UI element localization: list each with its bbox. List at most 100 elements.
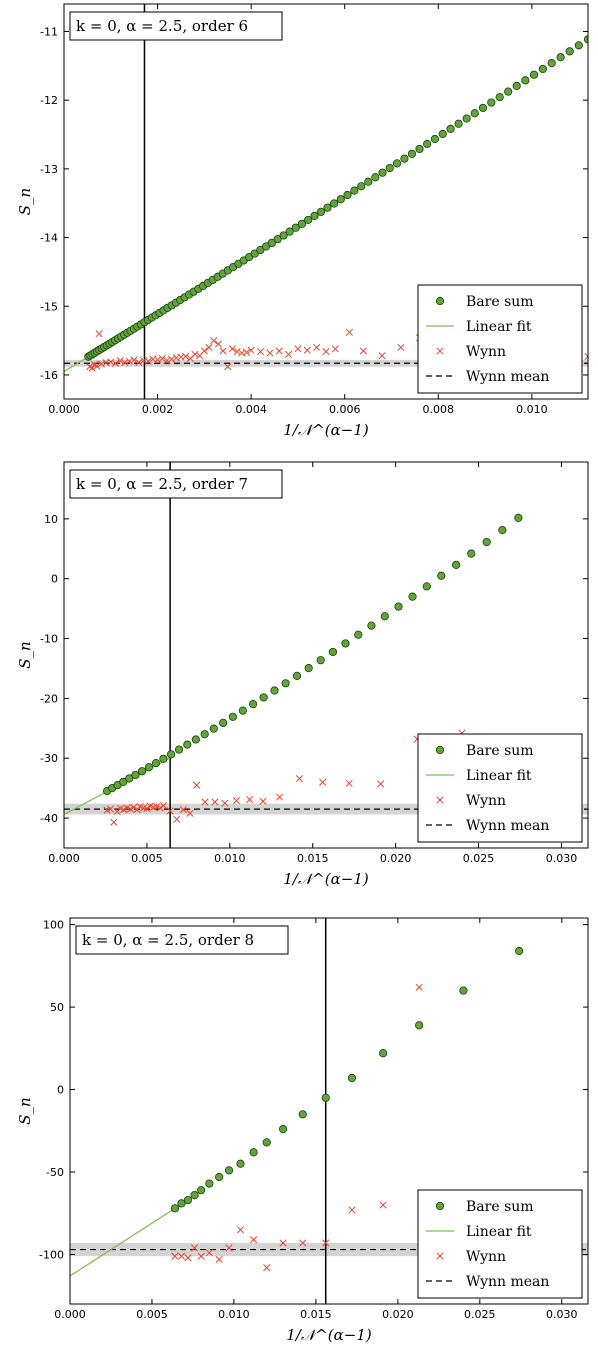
wynn-point [345,328,353,336]
wynn-point [88,364,96,372]
bare-sum-point [521,76,530,85]
wynn-point [331,345,339,353]
bare-sum-point [190,1191,199,1200]
chart-6: 0.000 0.002 0.004 0.006 0.008 0.010 -16 -15 -14 -… [16,3,589,439]
wynn-point [93,362,101,370]
bare-sum-point [515,946,524,956]
wynn-point [107,358,115,366]
wynn-point [205,343,213,352]
bare-sum-point [504,87,513,96]
bare-sum-point [170,1204,180,1213]
bare-sum-point [512,81,521,91]
bare-sum-point [316,656,325,665]
wynn-point [377,780,385,788]
bare-sum-point [166,750,176,759]
x-tick-label: 0.010 [516,403,548,416]
wynn-point [233,348,241,356]
y-tick-label: -15 [40,300,58,313]
bare-sum-point [279,231,288,240]
legend-entry: Bare sum [466,743,534,759]
chart-title-box: k = 0, α = 2.5, order 8 [75,925,289,955]
bare-sum-point [380,612,389,621]
bare-sum-point [438,129,447,139]
wynn-point [275,347,283,355]
y-tick-label: -30 [40,752,58,765]
wynn-point [322,348,330,356]
bare-sum-point [371,173,380,182]
wynn-point [263,1264,271,1272]
bare-sum-point [321,1093,330,1102]
bare-sum-point [200,730,209,739]
bare-sum-point [292,671,302,680]
bare-sum-point [446,124,455,134]
bare-sum-point [177,1199,186,1208]
wynn-point [276,793,284,801]
bare-sum-point [437,571,446,580]
x-tick-label: 0.010 [214,852,246,865]
wynn-point [250,1236,258,1244]
wynn-point [214,340,222,348]
x-tick-label: 0.015 [297,852,329,865]
y-axis-label: S_n [16,188,34,215]
bare-sum-point [151,759,161,768]
wynn-point [193,781,201,789]
bare-sum-point [328,647,338,657]
legend-entry: Bare sum [466,294,534,310]
wynn-point [143,804,151,813]
wynn-point [158,354,166,363]
x-axis-label: 1/𝒩^(α−1) [283,421,369,439]
wynn-point [201,798,209,806]
y-tick-label: -11 [40,25,58,38]
wynn-point [191,350,199,358]
wynn-point [156,804,164,812]
wynn-point [228,345,236,353]
wynn-point [130,356,138,364]
bare-sum-point [137,767,147,776]
y-tick-label: 100 [43,919,64,932]
wynn-point [95,330,103,338]
x-tick-label: 0.006 [329,403,361,416]
bare-sum-point [215,1172,224,1182]
x-tick-label: 0.020 [380,852,412,865]
bare-sum-point [394,602,403,611]
bare-sum-point [470,109,479,118]
bare-sum-point [487,98,496,107]
bare-sum-point [529,70,539,79]
bare-sum-point [197,1186,206,1195]
bare-sum-point [224,1166,234,1175]
wynn-point [224,363,232,371]
y-tick-label: -16 [40,369,58,382]
bare-sum-point [482,537,491,547]
chart-7: 0.000 0.005 0.010 0.015 0.020 0.025 0.030 -40 -3… [16,461,589,888]
bare-sum-point [270,686,279,695]
wynn-point [236,1226,245,1234]
bare-sum-point [565,47,574,56]
chart-title-box: k = 0, α = 2.5, order 7 [69,469,283,499]
bare-sum-point [267,238,276,247]
bare-sum-point [514,513,523,522]
bare-sum-point [495,92,504,102]
plot-frame [63,461,589,849]
bare-sum-point [304,664,313,673]
bare-sum-point [336,195,345,204]
y-tick-label: -50 [46,1166,64,1179]
wynn-point [348,1206,356,1214]
wynn-point [186,809,194,817]
y-tick-label: -14 [40,232,58,245]
wynn-point [111,359,120,367]
bare-sum-point [574,41,583,50]
wynn-point [221,799,229,807]
wynn-point [184,1254,192,1262]
x-tick-label: 0.015 [300,1308,332,1321]
bare-sum-point [467,549,476,558]
chart-8: 0.000 0.005 0.010 0.015 0.020 0.025 0.030 -100 -… [16,917,589,1344]
bare-sum-point [273,235,282,244]
bare-sum-point [343,190,352,200]
wynn-point [210,337,218,345]
bare-sum-point [310,211,319,220]
bare-sum-point [238,706,247,715]
bare-sum-point [298,1110,307,1119]
bare-sum-point [219,718,228,727]
x-tick-label: 0.000 [48,403,80,416]
wynn-point [177,1252,186,1260]
